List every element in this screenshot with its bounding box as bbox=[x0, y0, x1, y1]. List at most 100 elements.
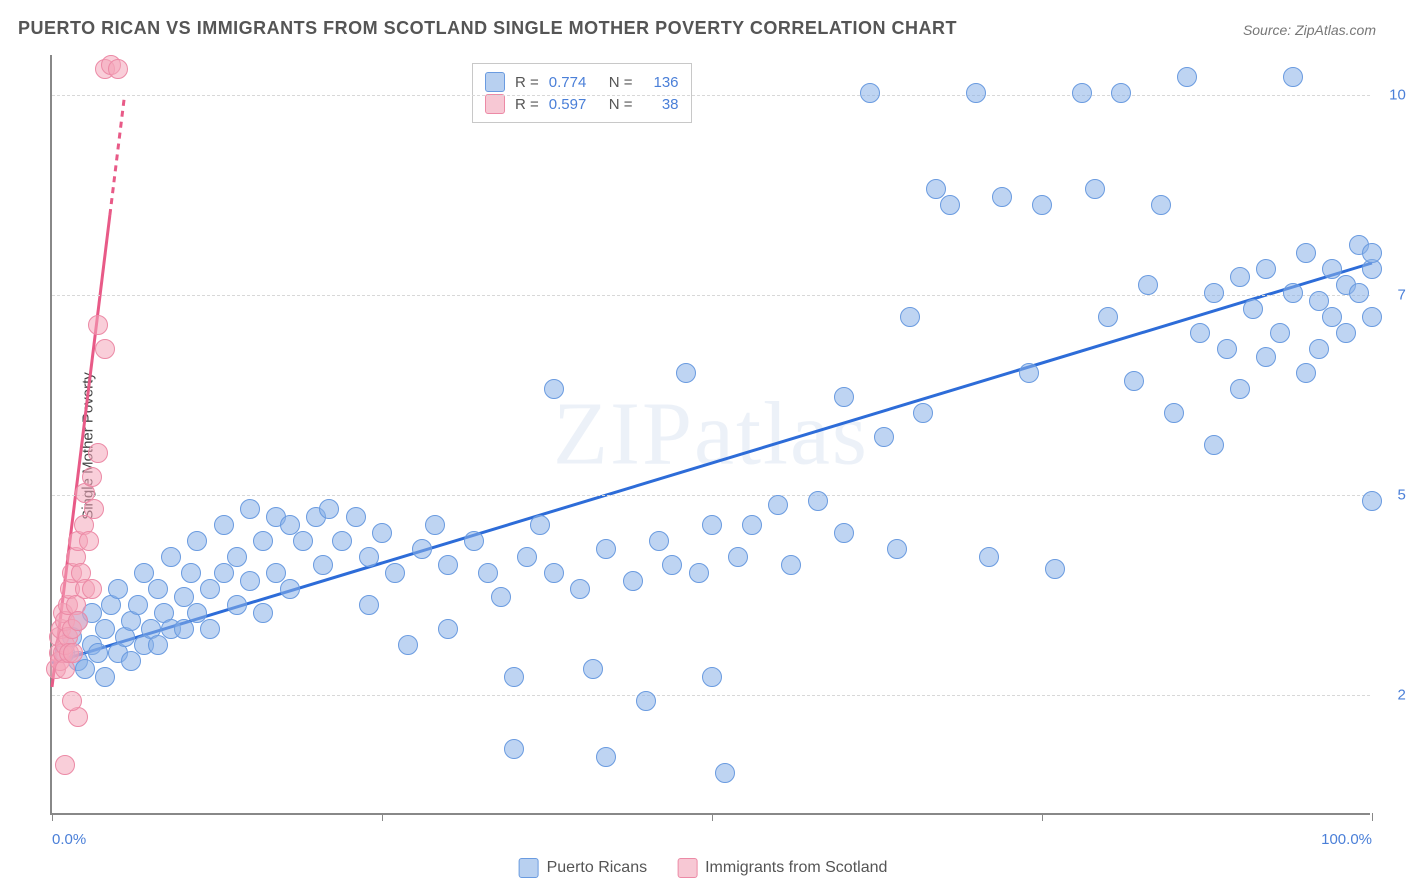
legend-swatch bbox=[485, 94, 505, 114]
correlation-stats-legend: R = 0.774N = 136R = 0.597N = 38 bbox=[472, 63, 692, 123]
scatter-point bbox=[1204, 283, 1224, 303]
scatter-point bbox=[1177, 67, 1197, 87]
scatter-point bbox=[372, 523, 392, 543]
stat-n-label: N = bbox=[609, 96, 633, 113]
legend-label: Immigrants from Scotland bbox=[705, 859, 887, 877]
gridline-horizontal bbox=[52, 295, 1370, 296]
scatter-point bbox=[676, 363, 696, 383]
scatter-point bbox=[1362, 307, 1382, 327]
scatter-point bbox=[95, 339, 115, 359]
scatter-point bbox=[253, 531, 273, 551]
scatter-point bbox=[1190, 323, 1210, 343]
scatter-point bbox=[623, 571, 643, 591]
scatter-point bbox=[768, 495, 788, 515]
x-tick-mark bbox=[712, 813, 713, 821]
scatter-point bbox=[68, 611, 88, 631]
chart-container: PUERTO RICAN VS IMMIGRANTS FROM SCOTLAND… bbox=[0, 0, 1406, 892]
scatter-point bbox=[1164, 403, 1184, 423]
scatter-point bbox=[504, 667, 524, 687]
stat-r-value: 0.774 bbox=[549, 74, 599, 91]
scatter-point bbox=[1336, 323, 1356, 343]
scatter-point bbox=[214, 563, 234, 583]
x-tick-mark bbox=[52, 813, 53, 821]
scatter-point bbox=[425, 515, 445, 535]
scatter-point bbox=[742, 515, 762, 535]
scatter-point bbox=[689, 563, 709, 583]
scatter-point bbox=[1362, 243, 1382, 263]
scatter-point bbox=[332, 531, 352, 551]
x-tick-mark bbox=[1042, 813, 1043, 821]
scatter-point bbox=[385, 563, 405, 583]
scatter-point bbox=[834, 387, 854, 407]
scatter-point bbox=[491, 587, 511, 607]
scatter-point bbox=[1362, 491, 1382, 511]
gridline-horizontal bbox=[52, 695, 1370, 696]
trend-lines-layer bbox=[52, 55, 1370, 813]
scatter-point bbox=[84, 499, 104, 519]
scatter-point bbox=[1217, 339, 1237, 359]
scatter-point bbox=[62, 691, 82, 711]
scatter-point bbox=[148, 579, 168, 599]
scatter-point bbox=[293, 531, 313, 551]
scatter-point bbox=[464, 531, 484, 551]
scatter-point bbox=[95, 619, 115, 639]
scatter-point bbox=[1111, 83, 1131, 103]
scatter-point bbox=[214, 515, 234, 535]
scatter-point bbox=[240, 499, 260, 519]
scatter-point bbox=[181, 563, 201, 583]
scatter-point bbox=[834, 523, 854, 543]
scatter-point bbox=[1309, 339, 1329, 359]
trend-line-dashed bbox=[110, 95, 125, 215]
scatter-point bbox=[359, 547, 379, 567]
scatter-point bbox=[808, 491, 828, 511]
legend-item: Immigrants from Scotland bbox=[677, 858, 887, 878]
scatter-point bbox=[517, 547, 537, 567]
scatter-point bbox=[1270, 323, 1290, 343]
scatter-point bbox=[128, 595, 148, 615]
scatter-point bbox=[636, 691, 656, 711]
scatter-point bbox=[88, 315, 108, 335]
scatter-point bbox=[583, 659, 603, 679]
chart-title: PUERTO RICAN VS IMMIGRANTS FROM SCOTLAND… bbox=[18, 18, 957, 39]
scatter-point bbox=[319, 499, 339, 519]
scatter-point bbox=[253, 603, 273, 623]
y-tick-label: 50.0% bbox=[1397, 487, 1406, 504]
x-tick-label: 0.0% bbox=[52, 831, 86, 848]
scatter-point bbox=[398, 635, 418, 655]
stat-r-label: R = bbox=[515, 74, 539, 91]
scatter-point bbox=[88, 443, 108, 463]
scatter-point bbox=[438, 555, 458, 575]
stat-r-label: R = bbox=[515, 96, 539, 113]
scatter-point bbox=[359, 595, 379, 615]
scatter-point bbox=[1283, 67, 1303, 87]
scatter-point bbox=[438, 619, 458, 639]
legend-item: Puerto Ricans bbox=[519, 858, 648, 878]
scatter-point bbox=[75, 659, 95, 679]
plot-area: ZIPatlas R = 0.774N = 136R = 0.597N = 38… bbox=[50, 55, 1370, 815]
scatter-point bbox=[227, 547, 247, 567]
scatter-point bbox=[887, 539, 907, 559]
scatter-point bbox=[728, 547, 748, 567]
legend-swatch bbox=[519, 858, 539, 878]
scatter-point bbox=[200, 619, 220, 639]
stat-n-label: N = bbox=[609, 74, 633, 91]
scatter-point bbox=[702, 667, 722, 687]
y-tick-label: 100.0% bbox=[1389, 87, 1406, 104]
scatter-point bbox=[504, 739, 524, 759]
source-attribution: Source: ZipAtlas.com bbox=[1243, 22, 1376, 38]
legend-label: Puerto Ricans bbox=[547, 859, 648, 877]
scatter-point bbox=[1349, 283, 1369, 303]
scatter-point bbox=[940, 195, 960, 215]
x-tick-mark bbox=[1372, 813, 1373, 821]
scatter-point bbox=[227, 595, 247, 615]
scatter-point bbox=[1019, 363, 1039, 383]
scatter-point bbox=[913, 403, 933, 423]
scatter-point bbox=[412, 539, 432, 559]
scatter-point bbox=[544, 379, 564, 399]
scatter-point bbox=[95, 667, 115, 687]
stat-r-value: 0.597 bbox=[549, 96, 599, 113]
scatter-point bbox=[860, 83, 880, 103]
scatter-point bbox=[596, 539, 616, 559]
scatter-point bbox=[900, 307, 920, 327]
scatter-point bbox=[1283, 283, 1303, 303]
